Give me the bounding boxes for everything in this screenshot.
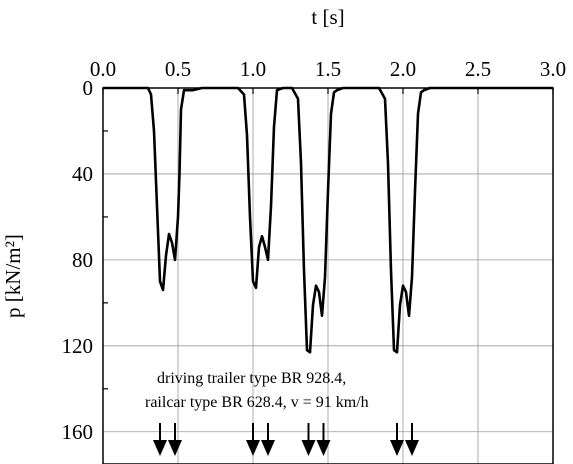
y-tick-label-0: 0 bbox=[83, 76, 94, 100]
x-tick-label-1: 0.5 bbox=[165, 57, 191, 81]
x-tick-label-4: 2.0 bbox=[390, 57, 416, 81]
x-tick-label-6: 3.0 bbox=[540, 57, 566, 81]
annotation-line-1: driving trailer type BR 928.4, bbox=[157, 370, 346, 387]
axle-arrow-head-7 bbox=[405, 440, 419, 456]
series-line-0 bbox=[103, 86, 553, 354]
axle-arrows bbox=[153, 423, 419, 456]
axle-arrow-head-4 bbox=[301, 440, 316, 456]
axle-arrow-head-1 bbox=[168, 440, 182, 456]
minor-ticks bbox=[102, 88, 554, 390]
axle-arrow-head-6 bbox=[390, 440, 404, 456]
axle-arrow-head-5 bbox=[316, 440, 331, 456]
y-tick-label-1: 40 bbox=[72, 162, 93, 186]
plot-frame bbox=[102, 87, 554, 464]
x-axis-title: t [s] bbox=[311, 5, 344, 29]
axle-arrow-head-0 bbox=[153, 440, 167, 456]
annotation-line-2: railcar type BR 628.4, v = 91 km/h bbox=[145, 394, 369, 411]
y-tick-labels: 0 40 80 120 160 bbox=[62, 76, 94, 444]
axle-arrow-head-3 bbox=[261, 440, 275, 456]
y-tick-label-4: 160 bbox=[62, 420, 94, 444]
y-tick-label-2: 80 bbox=[72, 248, 93, 272]
series-layer bbox=[103, 86, 553, 354]
x-tick-label-5: 2.5 bbox=[465, 57, 491, 81]
y-axis-title: p [kN/m²] bbox=[1, 234, 25, 318]
x-tick-labels: 0.0 0.5 1.0 1.5 2.0 2.5 3.0 bbox=[90, 57, 566, 81]
x-tick-label-0: 0.0 bbox=[90, 57, 116, 81]
x-tick-label-3: 1.5 bbox=[315, 57, 341, 81]
x-tick-label-2: 1.0 bbox=[240, 57, 266, 81]
axle-arrow-head-2 bbox=[246, 440, 260, 456]
y-tick-label-3: 120 bbox=[62, 334, 94, 358]
